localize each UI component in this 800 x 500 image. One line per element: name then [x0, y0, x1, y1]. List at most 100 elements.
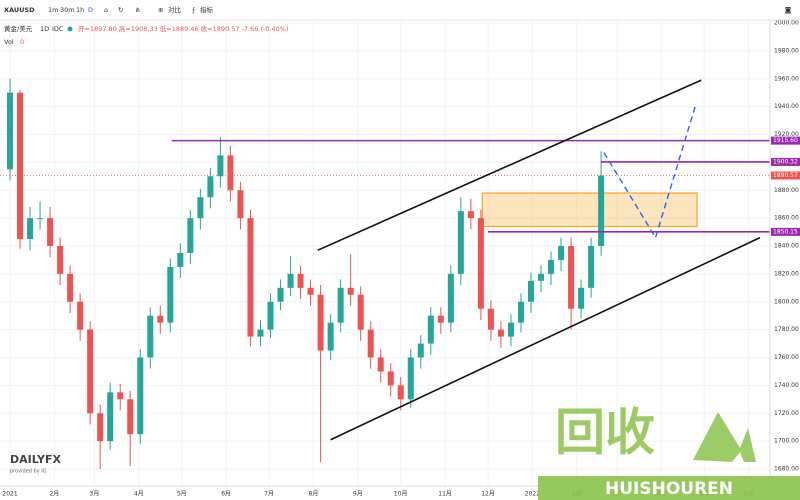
- x-tick-label: 5月: [177, 491, 187, 498]
- icon[interactable]: ⋔: [135, 6, 140, 14]
- y-tick-label: 1880.00: [774, 187, 799, 194]
- candle-body: [147, 315, 154, 358]
- y-tick-label: 1940.00: [774, 103, 799, 110]
- icon[interactable]: ↻: [118, 6, 123, 14]
- candle-body: [107, 392, 114, 442]
- add-icon[interactable]: ⊕: [158, 6, 163, 14]
- candle-body: [588, 246, 595, 288]
- candle-body: [558, 246, 565, 260]
- x-tick-label: 10月: [394, 491, 408, 498]
- trendline: [330, 236, 761, 441]
- legend-source: IDC: [52, 25, 64, 33]
- candle-body: [297, 273, 304, 288]
- candle-body: [87, 329, 94, 414]
- candle-body: [37, 218, 44, 220]
- candle-body: [27, 218, 34, 240]
- x-tick-label: 11月: [438, 491, 452, 498]
- candle-body: [497, 329, 504, 337]
- candle-body: [57, 246, 64, 274]
- price-label: 1890.57: [773, 172, 798, 179]
- icon[interactable]: ⌂: [104, 6, 108, 14]
- y-tick-label: 1980.00: [774, 47, 799, 54]
- candle-body: [467, 211, 474, 219]
- candle-body: [137, 357, 144, 435]
- candle-body: [407, 357, 414, 400]
- candle-body: [207, 176, 214, 198]
- candle-body: [598, 175, 605, 246]
- legend-ohlc: 开=1897.80 高=1908.33 低=1889.46 收=1890.57 …: [78, 24, 289, 33]
- candle-body: [277, 287, 284, 302]
- y-tick-label: 1700.00: [774, 438, 799, 445]
- candle-body: [77, 301, 84, 330]
- price-label: 1915.60: [773, 137, 798, 144]
- candle-body: [548, 259, 555, 274]
- candle-body: [477, 218, 484, 309]
- candle-body: [387, 371, 394, 386]
- y-tick-label: 1740.00: [774, 382, 799, 389]
- candle-body: [327, 322, 334, 351]
- toolbar: XAUUSD 1m 30m 1h D ⌂ ↻ ⋔ ⊕ 对比 ⨍ 指标 ◙ 黄金/…: [0, 0, 800, 46]
- candle-body: [157, 315, 164, 323]
- candle-body: [507, 322, 514, 337]
- interval[interactable]: 1h: [76, 6, 84, 14]
- y-tick-label: 1780.00: [774, 326, 799, 333]
- interval[interactable]: 1m: [48, 6, 58, 14]
- y-tick-label: 1800.00: [774, 298, 799, 305]
- compare-button[interactable]: 对比: [168, 5, 182, 14]
- indicator-icon[interactable]: ⨍: [192, 6, 196, 14]
- volume-value: 0: [20, 38, 24, 46]
- symbol[interactable]: XAUUSD: [4, 6, 35, 14]
- candle-body: [578, 287, 585, 309]
- candle-body: [568, 246, 575, 309]
- candle-body: [47, 218, 54, 246]
- candle-body: [527, 280, 534, 302]
- x-tick-label: 12月: [481, 491, 495, 498]
- price-label-bg: [771, 136, 800, 145]
- volume-label: Vol: [4, 38, 14, 46]
- plot-area: [0, 20, 770, 486]
- price-label: 1850.15: [773, 228, 798, 235]
- candle-body: [337, 287, 344, 323]
- price-label-bg: [771, 157, 800, 166]
- candle-body: [187, 218, 194, 253]
- candle-body: [537, 273, 545, 281]
- candle-body: [437, 315, 444, 323]
- candle-body: [517, 301, 524, 323]
- interval[interactable]: D: [88, 6, 93, 14]
- candle-body: [237, 190, 244, 219]
- legend-interval: 1D: [40, 25, 49, 33]
- provider: provided by IG: [10, 469, 47, 475]
- projection: [603, 105, 697, 240]
- interval[interactable]: 30m: [60, 6, 75, 14]
- candle-body: [357, 294, 364, 330]
- candle-body: [397, 385, 404, 400]
- candle-body: [347, 287, 354, 295]
- y-tick-label: 1760.00: [774, 354, 799, 361]
- watermark: 回收: [555, 404, 655, 462]
- y-tick-label: 1920.00: [774, 131, 799, 138]
- candle-body: [287, 273, 294, 288]
- candle-body: [417, 343, 424, 358]
- legend-title: 黄金/美元: [4, 24, 33, 33]
- y-tick-label: 1840.00: [774, 243, 799, 250]
- x-tick-label: 3月: [90, 491, 100, 498]
- branding: DAILYFX provided by IG 回收 HUISHOUREN: [10, 404, 800, 500]
- y-tick-label: 1680.00: [774, 466, 799, 473]
- indicators-button[interactable]: 指标: [200, 5, 214, 14]
- x-tick-label: 2022: [525, 491, 540, 498]
- candle-body: [217, 155, 224, 177]
- watermark-sub: HUISHOUREN: [605, 479, 733, 499]
- toolbar-bg: [0, 0, 800, 20]
- camera-icon[interactable]: ◙: [785, 6, 791, 14]
- candle-body: [177, 252, 184, 267]
- candle-body: [367, 329, 374, 358]
- trendline: [317, 79, 702, 251]
- candle-body: [377, 357, 384, 372]
- candle-body: [97, 413, 104, 442]
- x-tick-label: 6月: [221, 491, 231, 498]
- x-tick-label: 7月: [264, 491, 274, 498]
- watermark-logo: [693, 412, 756, 462]
- x-tick-label: 2021: [2, 491, 17, 498]
